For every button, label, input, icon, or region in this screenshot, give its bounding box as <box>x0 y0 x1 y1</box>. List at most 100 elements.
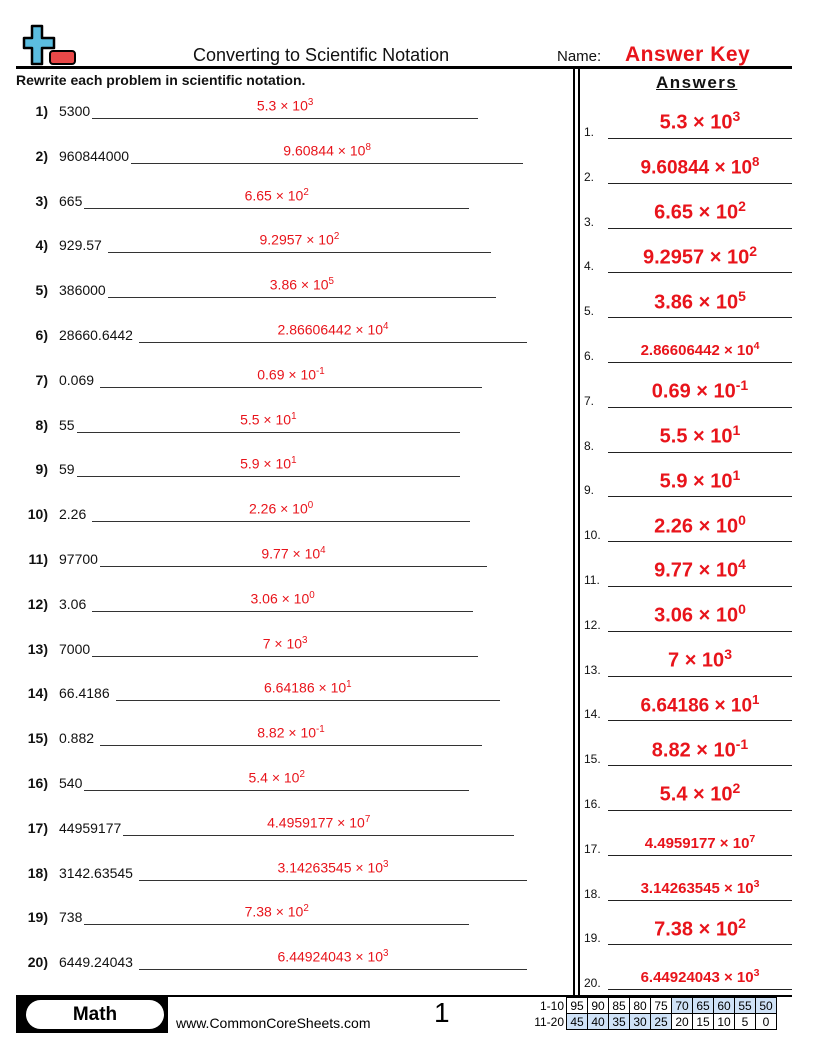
answer-line <box>608 406 792 408</box>
answer-key-answer: 6.64186 × 101 <box>640 692 760 717</box>
problem-answer: 7.38 × 102 <box>244 903 309 921</box>
answer-line <box>100 566 487 567</box>
answer-key-row: 12. 3.06 × 100 <box>584 601 792 636</box>
answer-key-number: 15. <box>584 752 601 767</box>
answer-line <box>608 496 792 498</box>
answer-line <box>608 586 792 587</box>
problem-answer: 5.5 × 101 <box>240 410 297 428</box>
answer-key-answer: 5.3 × 103 <box>659 108 741 134</box>
problem-row: 11) 97700 9.77 × 104 <box>0 545 560 581</box>
problem-value: 665 <box>59 192 83 209</box>
problem-value: 7000 <box>59 640 91 657</box>
answer-line <box>84 924 469 926</box>
answer-line <box>608 541 792 543</box>
answer-line <box>608 899 792 901</box>
page-title: Converting to Scientific Notation <box>193 45 450 65</box>
answer-line <box>84 790 469 791</box>
problem-number: 5) <box>35 282 48 299</box>
score-row: 1-10 95 90 85 80 75 70 65 60 55 50 <box>528 997 777 1014</box>
answer-key-row: 3. 6.65 × 102 <box>584 198 792 233</box>
problem-value: 0.882 <box>59 730 95 747</box>
problem-answer: 6.64186 × 101 <box>264 679 352 697</box>
problem-number: 16) <box>27 775 48 791</box>
score-cell: 35 <box>608 1013 630 1030</box>
problem-answer: 3.06 × 100 <box>250 589 315 607</box>
problem-number: 15) <box>27 730 48 747</box>
answer-key-number: 18. <box>584 886 601 901</box>
problem-row: 13) 7000 7 × 103 <box>0 635 560 671</box>
answer-key-row: 11. 9.77 × 104 <box>584 556 792 591</box>
answer-key-answer: 9.77 × 104 <box>654 556 746 582</box>
problem-value: 59 <box>59 461 75 478</box>
answer-key-row: 17. 4.4959177 × 107 <box>584 830 792 860</box>
answer-key-answer: 7 × 103 <box>668 645 732 672</box>
problem-number: 18) <box>27 864 48 881</box>
problem-row: 20) 6449.24043 6.44924043 × 103 <box>0 948 560 984</box>
problem-value: 960844000 <box>59 147 130 164</box>
answer-key-row: 18. 3.14263545 × 103 <box>584 875 792 905</box>
answer-key-row: 8. 5.5 × 101 <box>584 422 792 457</box>
divider <box>16 995 792 997</box>
problem-answer: 5.3 × 103 <box>256 97 314 114</box>
problem-answer: 5.4 × 102 <box>248 769 305 786</box>
problem-value: 5300 <box>59 103 91 119</box>
answer-line <box>100 745 482 747</box>
problem-answer: 9.2957 × 102 <box>259 231 340 249</box>
problem-row: 4) 929.57 9.2957 × 102 <box>0 231 560 267</box>
problem-answer: 5.9 × 101 <box>240 455 297 473</box>
answer-line <box>115 700 500 702</box>
problem-value: 540 <box>59 775 83 791</box>
answer-key-number: 16. <box>584 797 601 811</box>
answer-key-answer: 7.38 × 102 <box>654 914 746 941</box>
answer-line <box>608 182 792 184</box>
problem-number: 3) <box>35 192 48 209</box>
plus-minus-logo-icon <box>22 24 76 66</box>
problem-row: 1) 5300 5.3 × 103 <box>0 97 560 133</box>
problem-value: 44959177 <box>59 819 122 836</box>
score-cell: 10 <box>713 1013 735 1030</box>
problem-number: 20) <box>27 954 48 971</box>
answer-line <box>608 720 792 722</box>
answer-line <box>608 138 792 139</box>
problem-value: 97700 <box>59 551 98 567</box>
problem-row: 9) 59 5.9 × 101 <box>0 455 560 491</box>
problem-number: 14) <box>27 685 48 702</box>
problem-row: 17) 44959177 4.4959177 × 107 <box>0 814 560 850</box>
answer-key-number: 9. <box>584 483 595 498</box>
answers-heading: Answers <box>656 73 738 92</box>
website-link[interactable]: www.CommonCoreSheets.com <box>176 1015 371 1031</box>
answer-key-row: 9. 5.9 × 101 <box>584 467 792 501</box>
score-cell: 70 <box>671 997 693 1014</box>
answer-key-number: 7. <box>584 393 595 408</box>
answer-key-number: 4. <box>584 259 595 274</box>
answer-key-row: 13. 7 × 103 <box>584 646 792 681</box>
answer-key-row: 6. 2.86606442 × 104 <box>584 337 792 367</box>
problem-number: 17) <box>27 819 48 836</box>
answer-line <box>92 610 473 612</box>
score-cell: 55 <box>734 997 756 1014</box>
answer-key-answer: 3.06 × 100 <box>654 601 746 627</box>
problem-value: 55 <box>59 416 75 433</box>
problem-value: 738 <box>59 909 83 926</box>
answer-key-answer: 9.2957 × 102 <box>642 242 758 269</box>
answer-line <box>608 854 792 856</box>
problem-answer: 6.44924043 × 103 <box>277 948 389 965</box>
problem-answer: 3.14263545 × 103 <box>277 858 389 876</box>
answer-key-row: 5. 3.86 × 105 <box>584 288 792 322</box>
score-range-label: 1-10 <box>539 998 564 1013</box>
problem-number: 13) <box>27 640 48 657</box>
score-cell: 0 <box>755 1013 777 1030</box>
answer-line <box>608 675 792 677</box>
problem-answer: 9.77 × 104 <box>261 545 326 562</box>
score-cell: 25 <box>650 1013 672 1030</box>
problem-row: 5) 386000 3.86 × 105 <box>0 276 560 312</box>
answer-line <box>84 207 469 209</box>
problem-value: 3.06 <box>59 595 87 612</box>
answer-key-row: 15. 8.82 × 10-1 <box>584 736 792 770</box>
problem-row: 10) 2.26 2.26 × 100 <box>0 500 560 536</box>
answer-line <box>76 476 460 478</box>
score-cell: 5 <box>734 1013 756 1030</box>
problem-value: 3142.63545 <box>59 864 133 881</box>
answer-line <box>608 451 792 453</box>
problem-row: 3) 665 6.65 × 102 <box>0 187 560 223</box>
